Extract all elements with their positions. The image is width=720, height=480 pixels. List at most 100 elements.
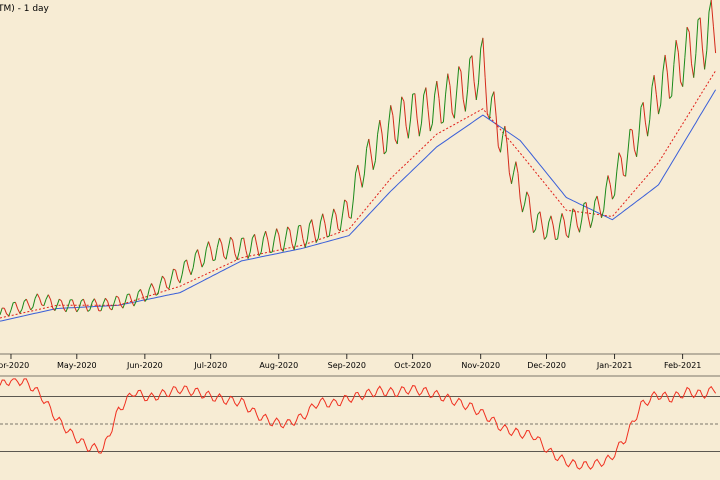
price-segment [3, 308, 8, 315]
price-segment [249, 237, 253, 253]
price-segment [118, 297, 122, 306]
price-segment [91, 298, 95, 303]
price-segment [135, 292, 139, 302]
price-segment [429, 123, 433, 132]
price-segment [89, 302, 93, 310]
price-segment [339, 215, 343, 232]
price-segment [381, 133, 385, 155]
price-segment [284, 226, 289, 240]
price-segment [363, 148, 368, 174]
price-segment [230, 236, 234, 241]
price-segment [256, 245, 260, 256]
price-segment [61, 300, 65, 309]
price-segment [232, 240, 236, 254]
price-segment [484, 77, 488, 115]
x-tick-label: Feb-2021 [664, 361, 701, 370]
price-segment [416, 118, 420, 137]
price-segment [447, 73, 451, 86]
price-segment [570, 208, 574, 224]
x-tick-label: Dec-2020 [527, 361, 566, 370]
price-segment [335, 214, 339, 229]
price-segment [638, 107, 642, 136]
x-tick-label: Apr-2020 [0, 361, 29, 370]
price-segment [425, 87, 429, 110]
price-segment [302, 238, 306, 248]
chart-title: TM) - 1 day [0, 4, 50, 14]
price-segment [111, 302, 115, 311]
price-segment [10, 302, 14, 311]
price-segment [151, 283, 155, 289]
price-segment [471, 55, 475, 82]
price-segment [177, 279, 181, 284]
price-segment [313, 230, 317, 243]
price-segment [478, 48, 482, 83]
price-segment [30, 306, 34, 311]
price-segment [258, 251, 262, 257]
price-segment [52, 307, 56, 312]
x-tick-label: Jun-2020 [126, 361, 163, 370]
price-segment [254, 234, 258, 246]
price-segment [462, 99, 466, 112]
price-segment [245, 250, 249, 259]
price-segment [449, 85, 453, 114]
price-segment [122, 302, 126, 309]
price-segment [221, 243, 225, 257]
price-segment [407, 119, 411, 139]
price-segment [502, 125, 506, 136]
price-segment [293, 239, 297, 251]
price-segment [544, 236, 547, 240]
price-segment [295, 225, 299, 241]
price-segment [124, 294, 128, 303]
oscillator-panel [0, 375, 720, 470]
price-segment [262, 230, 267, 239]
price-segment [585, 202, 589, 218]
price-segment [590, 218, 594, 228]
price-segment [350, 198, 354, 219]
price-segment [104, 297, 109, 302]
price-segment [539, 211, 543, 226]
price-segment [0, 307, 3, 315]
price-segment [333, 208, 337, 215]
price-segment [210, 248, 214, 261]
price-segment [684, 27, 688, 58]
price-segment [379, 120, 383, 134]
price-segment [287, 226, 291, 231]
price-segment [50, 299, 54, 309]
price-segment [133, 301, 137, 307]
price-segment [341, 199, 346, 216]
price-segment [71, 299, 76, 308]
price-segment [359, 176, 363, 188]
price-segment [346, 201, 350, 218]
price-segment [311, 219, 315, 232]
price-segment [517, 173, 521, 200]
price-segment [352, 173, 357, 200]
price-segment [14, 302, 19, 309]
price-segment [157, 283, 161, 295]
price-segment [148, 283, 152, 290]
price-segment [401, 96, 405, 102]
price-segment [372, 160, 376, 170]
price-segment [614, 171, 618, 196]
price-segment [445, 73, 449, 95]
price-segment [219, 237, 223, 244]
price-segment [265, 230, 269, 241]
price-segment [383, 151, 387, 155]
price-segment [370, 153, 374, 170]
price-segment [526, 191, 530, 197]
price-segment [374, 134, 379, 161]
price-segment [214, 247, 218, 261]
price-segment [47, 294, 51, 300]
price-segment [188, 268, 192, 275]
price-segment [392, 115, 396, 140]
price-segment [642, 102, 646, 123]
price-segment [36, 293, 40, 299]
price-segment [456, 66, 460, 93]
price-segment [695, 19, 699, 54]
price-segment [414, 93, 418, 119]
price-segment [524, 191, 528, 205]
price-segment [587, 217, 591, 228]
x-tick-label: Sep-2020 [328, 361, 366, 370]
price-segment [592, 201, 596, 220]
price-segment [186, 259, 190, 269]
